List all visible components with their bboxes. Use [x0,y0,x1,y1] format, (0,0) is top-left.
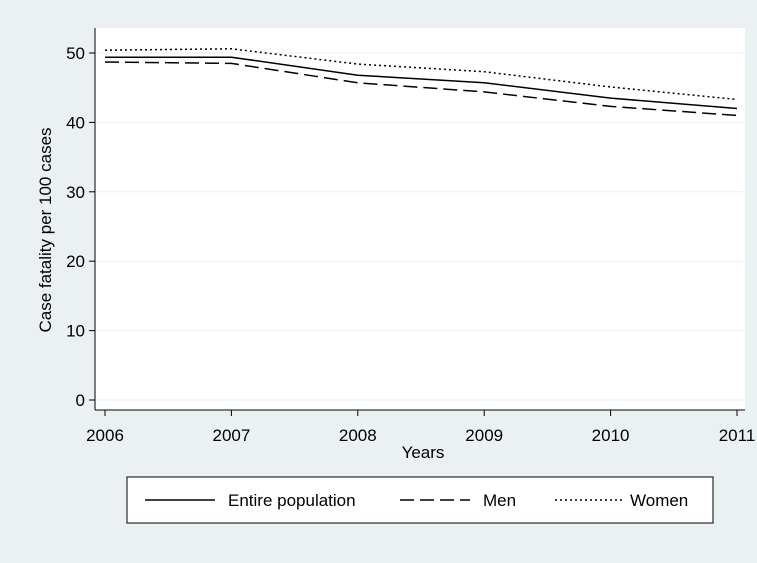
y-tick-label: 40 [66,113,85,132]
series-line-1 [104,61,738,117]
x-tick-label: 2008 [339,426,377,445]
y-tick-label: 50 [66,44,85,63]
axes [94,28,745,411]
y-tick-label: 0 [76,391,85,410]
legend: Entire population Men Women [126,476,714,524]
x-tick-label: 2011 [719,426,756,445]
plot-area [95,28,745,410]
y-tick-label: 20 [66,252,85,271]
grid [95,52,745,401]
y-axis-label: Case fatality per 100 cases [36,127,55,332]
y-tick-label: 30 [66,183,85,202]
series-line-0 [105,56,738,110]
legend-label: Entire population [228,491,356,510]
x-tick-label: 2009 [465,426,503,445]
x-tick-label: 2007 [212,426,250,445]
legend-items: Entire population Men Women [145,491,688,510]
series-line-2 [104,48,738,101]
x-tick-label: 2006 [86,426,124,445]
legend-label: Men [483,491,516,510]
legend-label: Women [630,491,688,510]
x-axis-label: Years [402,443,445,462]
x-tick-label: 2010 [592,426,630,445]
series [104,48,738,117]
ticks: 0 10 20 30 40 50 2006 2007 2008 2009 2010 2011 [66,44,755,445]
y-tick-label: 10 [66,322,85,341]
